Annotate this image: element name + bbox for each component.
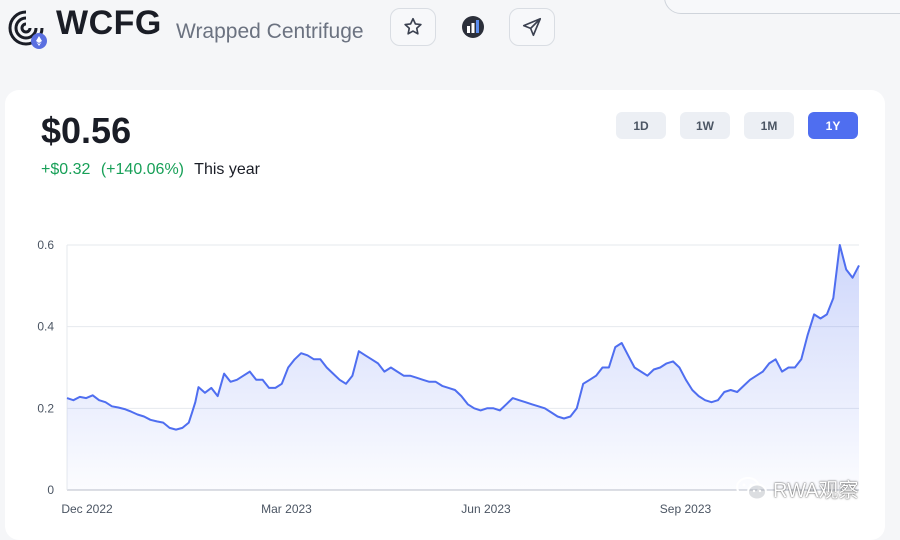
centrifuge-logo-icon xyxy=(8,10,47,49)
price-change-period: This year xyxy=(194,161,260,178)
price-change-absolute: +$0.32 xyxy=(41,161,91,178)
x-tick-label: Mar 2023 xyxy=(261,502,312,516)
range-tab-1w[interactable]: 1W xyxy=(680,112,730,139)
watermark-text: RWA观察 xyxy=(773,480,859,502)
price-change-percent: (+140.06%) xyxy=(100,161,185,178)
centrifuge-logo xyxy=(6,6,50,50)
ethereum-icon xyxy=(36,36,42,46)
price-change: +$0.32 (+140.06%) This year xyxy=(41,161,266,179)
star-icon xyxy=(404,17,422,35)
x-tick-label: Dec 2022 xyxy=(61,502,113,516)
token-header: WCFG Wrapped Centrifuge xyxy=(0,0,900,70)
y-tick-label: 0.4 xyxy=(37,320,54,334)
watchlist-button[interactable] xyxy=(390,8,436,46)
price-chart: 0 0.2 0.4 0.6 Dec 2022 Mar 2023 Jun 2023 Sep 20… xyxy=(37,238,860,516)
y-tick-label: 0 xyxy=(47,483,54,497)
token-name: Wrapped Centrifuge xyxy=(176,20,364,43)
range-tab-1d[interactable]: 1D xyxy=(616,112,666,139)
share-button[interactable] xyxy=(509,8,555,46)
price-area xyxy=(67,245,859,490)
analytics-button[interactable] xyxy=(450,8,496,46)
range-tab-1m[interactable]: 1M xyxy=(744,112,794,139)
x-tick-label: Sep 2023 xyxy=(660,502,712,516)
send-icon xyxy=(522,17,542,37)
wechat-icon xyxy=(736,476,767,500)
current-price: $0.56 xyxy=(41,110,132,151)
watermark: RWA观察 xyxy=(735,474,859,503)
token-symbol: WCFG xyxy=(56,4,162,42)
price-line xyxy=(66,244,860,431)
time-range-tabs: 1D 1W 1M 1Y xyxy=(616,112,858,139)
range-tab-1y[interactable]: 1Y xyxy=(808,112,858,139)
analytics-icon xyxy=(462,16,484,38)
y-tick-label: 0.2 xyxy=(37,401,54,415)
x-tick-label: Jun 2023 xyxy=(461,502,511,516)
y-tick-label: 0.6 xyxy=(37,238,54,252)
